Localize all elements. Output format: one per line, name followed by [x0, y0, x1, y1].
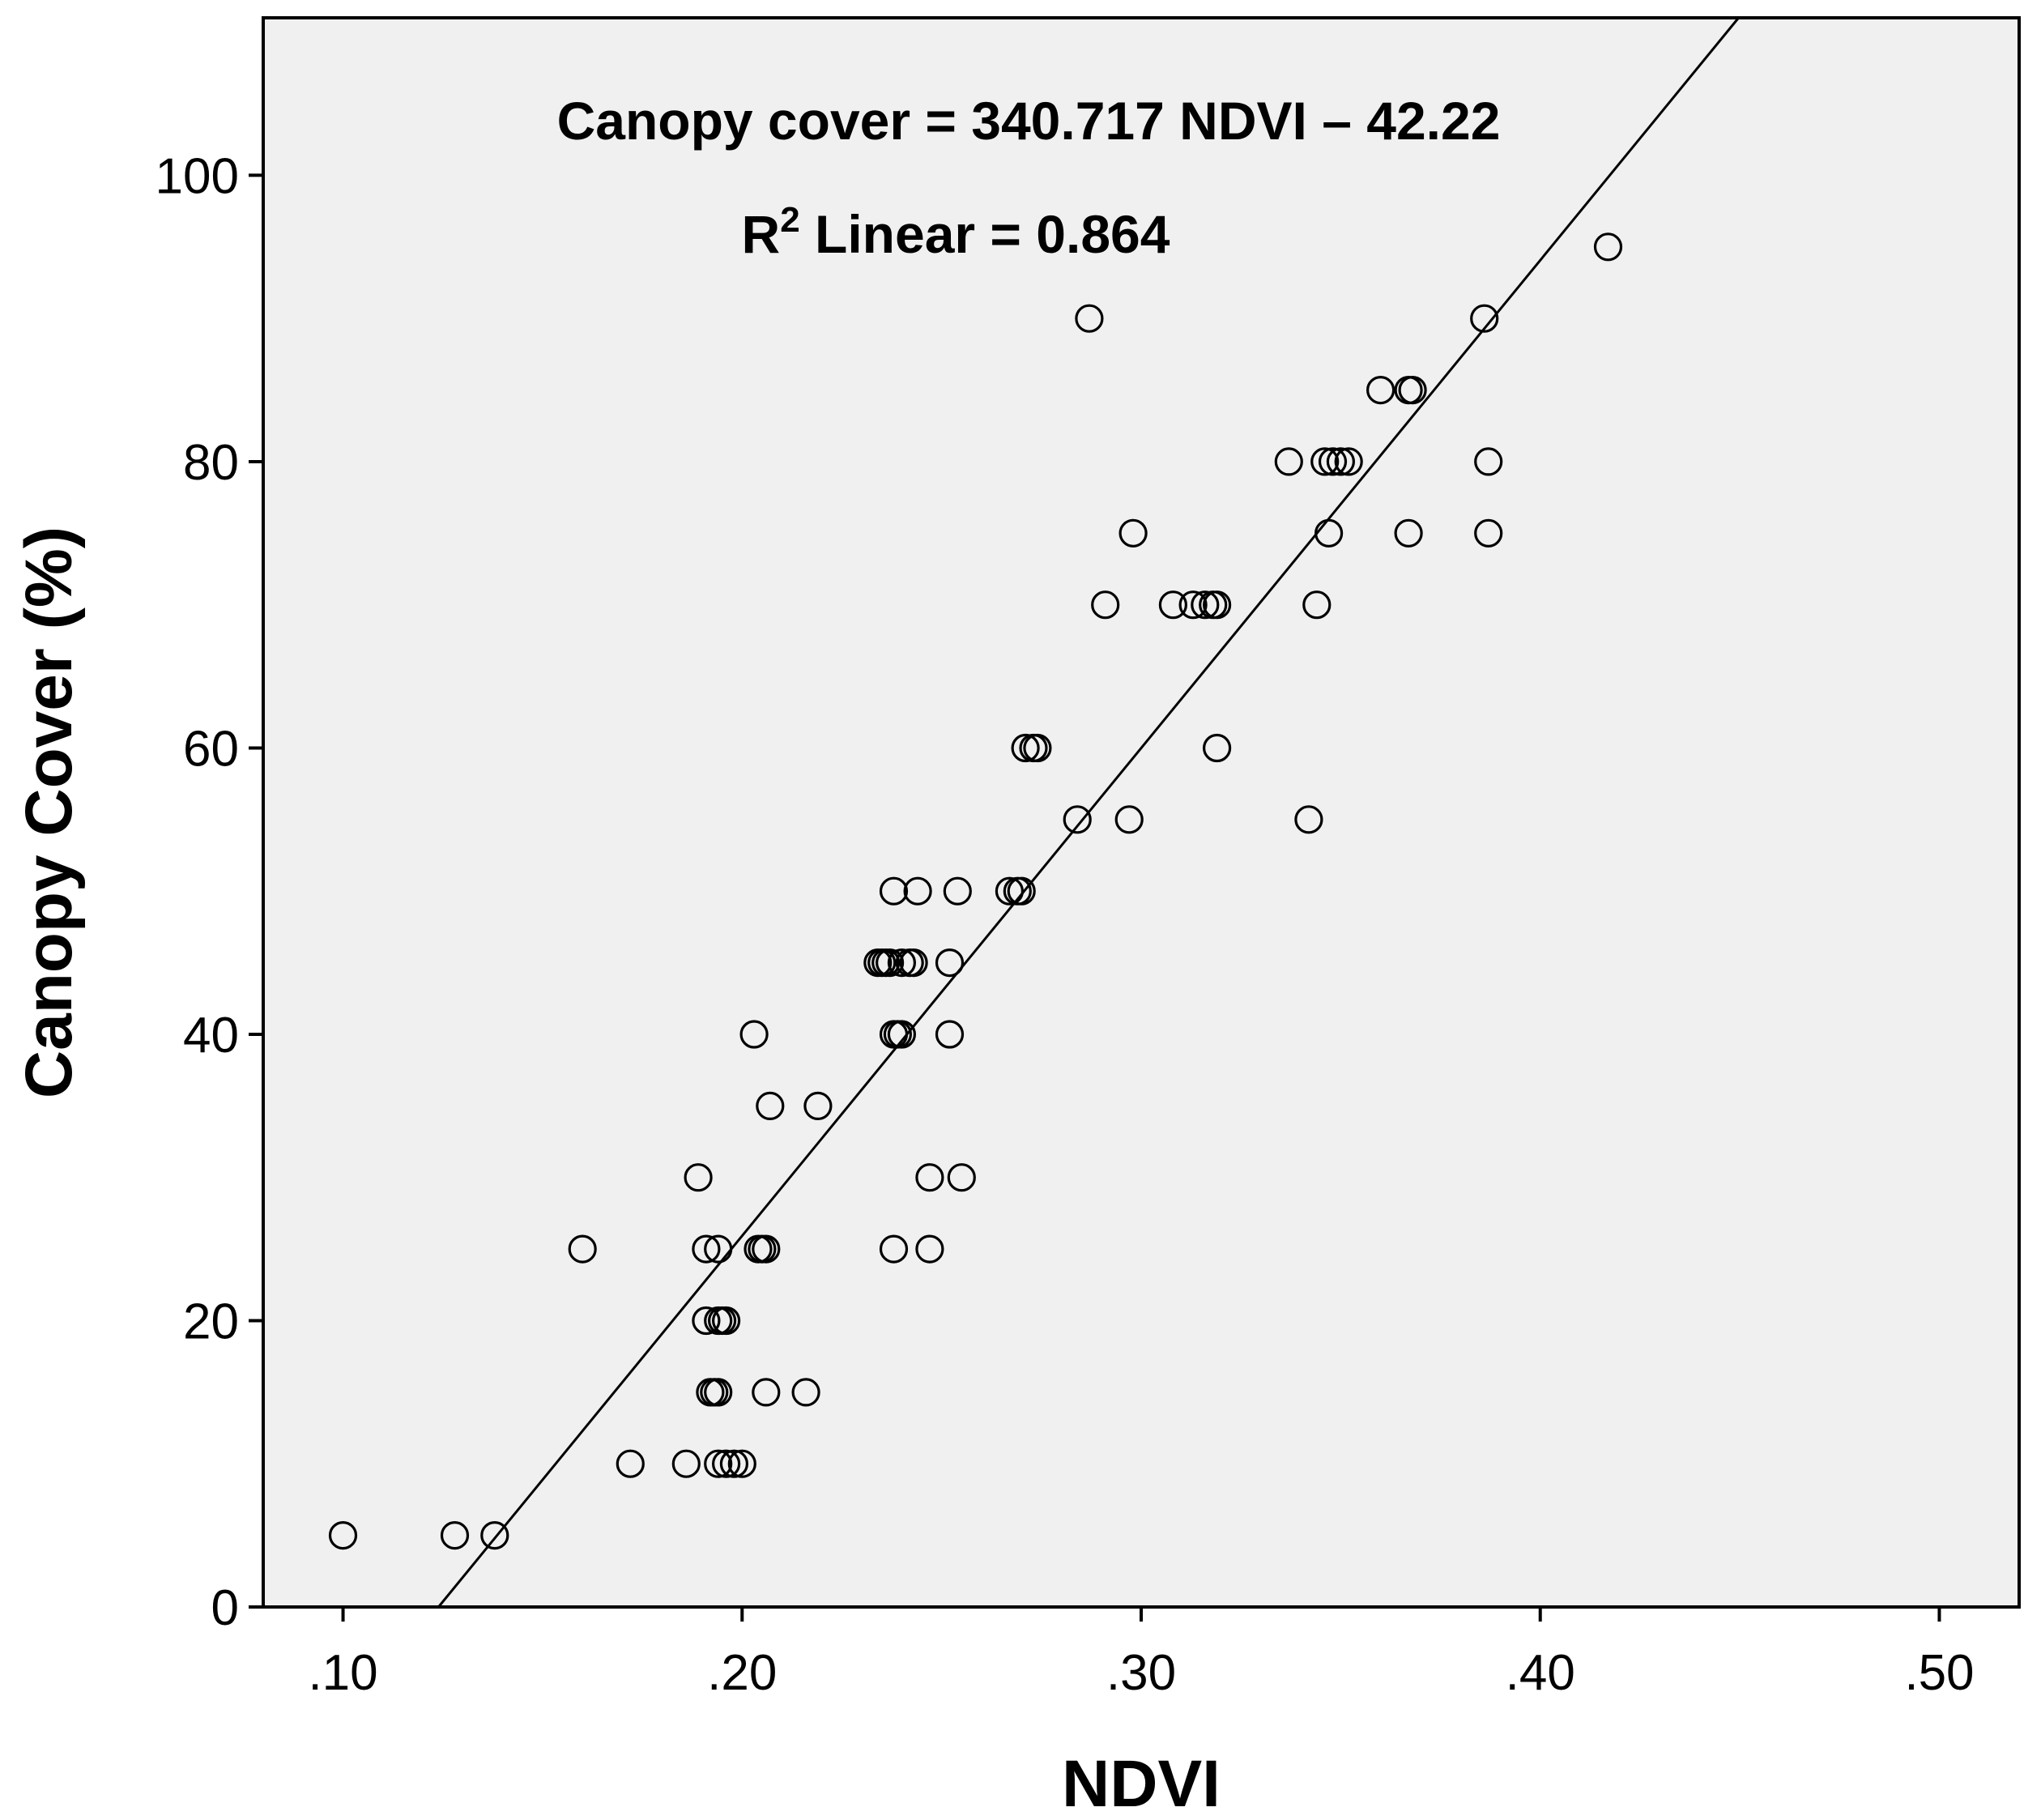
x-tick-label: .50 — [1904, 1645, 1974, 1701]
data-point — [1063, 805, 1092, 834]
data-point — [1394, 518, 1423, 548]
data-point — [1470, 304, 1499, 333]
data-point — [616, 1449, 645, 1478]
data-point — [1178, 590, 1208, 620]
data-point — [1007, 876, 1036, 906]
y-tick-label: 40 — [183, 1008, 239, 1063]
data-point — [1274, 447, 1303, 476]
data-point — [935, 1020, 965, 1049]
data-point — [1398, 376, 1427, 405]
x-tick-label: .40 — [1506, 1645, 1575, 1701]
data-point — [684, 1163, 713, 1192]
x-tick-label: .30 — [1106, 1645, 1176, 1701]
data-point — [943, 876, 972, 906]
data-point — [328, 1520, 358, 1550]
data-point — [711, 1306, 741, 1336]
data-point — [879, 876, 909, 906]
data-point — [756, 1091, 785, 1121]
y-tick-label: 100 — [156, 148, 239, 204]
data-point — [671, 1449, 701, 1478]
data-point — [875, 948, 905, 978]
r-squared-superscript: 2 — [780, 200, 799, 240]
data-point — [1474, 518, 1503, 548]
data-point — [1091, 590, 1120, 620]
data-point — [1302, 590, 1332, 620]
data-point — [727, 1449, 756, 1478]
data-point — [1119, 518, 1148, 548]
data-point — [1011, 733, 1040, 763]
r-squared-annotation: R2 Linear = 0.864 — [742, 200, 1170, 264]
data-point — [887, 948, 917, 978]
data-point — [879, 1234, 909, 1264]
y-tick-label: 60 — [183, 721, 239, 777]
data-point — [568, 1234, 597, 1264]
data-point — [947, 1163, 976, 1192]
data-point — [1593, 232, 1623, 262]
data-point — [440, 1520, 470, 1550]
data-point — [899, 948, 928, 978]
data-point — [803, 1091, 833, 1121]
data-point — [1075, 304, 1104, 333]
equation-annotation: Canopy cover = 340.717 NDVI – 42.22 — [557, 91, 1501, 151]
x-tick-label: .20 — [707, 1645, 777, 1701]
data-point — [915, 1163, 944, 1192]
data-point — [1158, 590, 1188, 620]
data-point — [995, 876, 1025, 906]
data-points — [328, 232, 1623, 1550]
data-point — [1114, 805, 1144, 834]
data-point — [791, 1378, 820, 1407]
data-point — [1294, 805, 1323, 834]
x-axis-title: NDVI — [1062, 1747, 1221, 1820]
data-point — [887, 1020, 917, 1049]
regression-line — [437, 17, 1740, 1608]
data-point — [1474, 447, 1503, 476]
data-point — [903, 876, 932, 906]
data-point — [704, 1378, 733, 1407]
data-point — [752, 1234, 781, 1264]
r-squared-value: Linear = 0.864 — [800, 204, 1170, 264]
data-point — [711, 1449, 741, 1478]
data-point — [704, 1449, 733, 1478]
y-axis-title: Canopy Cover (%) — [12, 526, 86, 1098]
data-point — [692, 1234, 721, 1264]
y-tick-label: 80 — [183, 435, 239, 491]
data-point — [1366, 376, 1395, 405]
data-point — [1318, 447, 1348, 476]
data-point — [480, 1520, 509, 1550]
data-point — [719, 1449, 749, 1478]
data-point — [1191, 590, 1220, 620]
data-point — [1202, 733, 1232, 763]
y-tick-label: 0 — [211, 1580, 239, 1636]
data-point — [1334, 447, 1363, 476]
data-point — [1023, 733, 1052, 763]
data-point — [935, 948, 965, 978]
y-tick-label: 20 — [183, 1294, 239, 1349]
data-point — [692, 1306, 721, 1336]
data-point — [915, 1234, 944, 1264]
x-tick-label: .10 — [308, 1645, 377, 1701]
data-point — [1326, 447, 1356, 476]
data-point — [739, 1020, 769, 1049]
axis-ticks: .10 .20 .30 .40 .50 0 20 40 60 80 100 — [156, 148, 1975, 1701]
data-point — [752, 1378, 781, 1407]
r-squared-prefix: R — [742, 204, 781, 264]
data-point — [1310, 447, 1340, 476]
data-point — [1202, 590, 1232, 620]
